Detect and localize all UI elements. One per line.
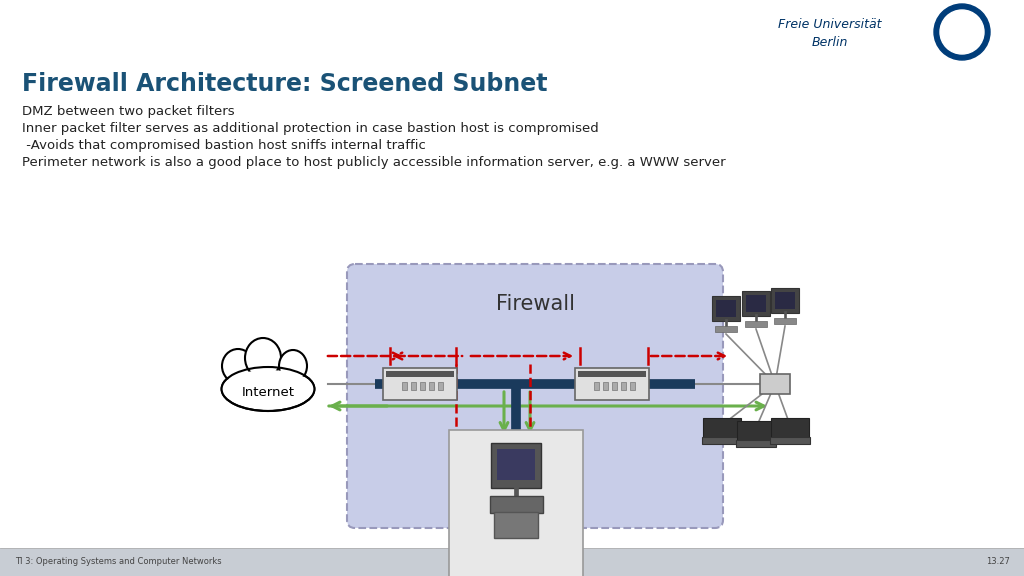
FancyBboxPatch shape — [497, 449, 536, 480]
FancyBboxPatch shape — [386, 371, 454, 377]
Bar — [603, 382, 608, 390]
FancyBboxPatch shape — [702, 437, 742, 444]
FancyBboxPatch shape — [575, 368, 649, 400]
Text: Berlin: Berlin — [812, 36, 848, 48]
FancyBboxPatch shape — [737, 421, 775, 441]
Ellipse shape — [279, 350, 307, 382]
FancyBboxPatch shape — [490, 443, 542, 487]
FancyBboxPatch shape — [750, 5, 1018, 60]
Text: Inner packet filter serves as additional protection in case bastion host is comp: Inner packet filter serves as additional… — [22, 122, 599, 135]
Circle shape — [954, 24, 970, 40]
FancyBboxPatch shape — [745, 295, 766, 312]
Bar — [429, 382, 434, 390]
Bar — [715, 325, 737, 332]
FancyBboxPatch shape — [347, 264, 723, 528]
FancyBboxPatch shape — [703, 418, 741, 438]
Bar — [411, 382, 416, 390]
Bar — [630, 382, 635, 390]
Ellipse shape — [222, 349, 254, 383]
Text: DMZ between two packet filters: DMZ between two packet filters — [22, 105, 234, 118]
Text: -Avoids that compromised bastion host sniffs internal traffic: -Avoids that compromised bastion host sn… — [22, 139, 426, 152]
FancyBboxPatch shape — [770, 437, 810, 444]
FancyBboxPatch shape — [760, 374, 790, 394]
Text: Firewall Architecture: Screened Subnet: Firewall Architecture: Screened Subnet — [22, 72, 548, 96]
Bar — [621, 382, 626, 390]
Text: Firewall: Firewall — [496, 294, 574, 314]
Bar — [594, 382, 599, 390]
FancyBboxPatch shape — [771, 418, 809, 438]
Bar — [438, 382, 443, 390]
Text: Freie Universität: Freie Universität — [778, 18, 882, 32]
Circle shape — [934, 4, 990, 60]
FancyBboxPatch shape — [774, 292, 796, 309]
FancyBboxPatch shape — [716, 300, 736, 317]
Text: 13.27: 13.27 — [986, 558, 1010, 567]
FancyBboxPatch shape — [771, 288, 800, 313]
FancyBboxPatch shape — [449, 430, 583, 576]
FancyBboxPatch shape — [383, 368, 457, 400]
Bar — [773, 318, 797, 324]
FancyBboxPatch shape — [0, 548, 1024, 576]
FancyBboxPatch shape — [741, 291, 770, 316]
FancyBboxPatch shape — [489, 495, 543, 513]
Bar — [420, 382, 425, 390]
Bar — [744, 321, 767, 327]
Ellipse shape — [221, 367, 314, 411]
Circle shape — [948, 18, 976, 46]
FancyBboxPatch shape — [712, 296, 740, 321]
FancyBboxPatch shape — [494, 511, 539, 537]
Text: Internet: Internet — [242, 385, 295, 399]
FancyBboxPatch shape — [736, 440, 776, 447]
Text: TI 3: Operating Systems and Computer Networks: TI 3: Operating Systems and Computer Net… — [15, 558, 221, 567]
FancyBboxPatch shape — [578, 371, 646, 377]
Bar — [612, 382, 617, 390]
Circle shape — [940, 10, 984, 54]
Text: Perimeter network is also a good place to host publicly accessible information s: Perimeter network is also a good place t… — [22, 156, 726, 169]
Ellipse shape — [245, 338, 281, 378]
Ellipse shape — [221, 370, 314, 408]
Bar — [402, 382, 407, 390]
